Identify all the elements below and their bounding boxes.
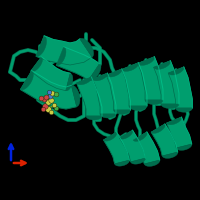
Polygon shape	[129, 106, 147, 110]
Polygon shape	[162, 152, 178, 158]
Polygon shape	[133, 132, 160, 164]
Polygon shape	[31, 57, 70, 91]
Point	[39, 96, 43, 100]
Polygon shape	[151, 124, 178, 156]
Polygon shape	[93, 73, 116, 114]
Point	[49, 98, 53, 102]
Polygon shape	[20, 70, 77, 110]
Polygon shape	[56, 46, 100, 81]
Point	[52, 103, 56, 107]
Polygon shape	[86, 116, 102, 120]
Point	[42, 97, 46, 101]
Point	[47, 91, 50, 94]
Polygon shape	[122, 63, 147, 106]
Polygon shape	[145, 100, 163, 104]
Point	[44, 95, 48, 99]
Polygon shape	[36, 36, 92, 65]
Point	[48, 95, 52, 98]
Polygon shape	[119, 130, 133, 139]
Polygon shape	[88, 64, 101, 81]
Point	[46, 100, 49, 104]
Polygon shape	[138, 57, 155, 65]
Polygon shape	[20, 71, 77, 109]
Polygon shape	[36, 36, 47, 56]
Polygon shape	[119, 130, 145, 162]
Polygon shape	[154, 61, 171, 69]
Polygon shape	[161, 104, 179, 108]
Polygon shape	[167, 117, 182, 125]
Polygon shape	[144, 160, 160, 166]
Polygon shape	[103, 132, 130, 164]
Polygon shape	[122, 63, 139, 71]
Point	[50, 110, 53, 113]
Polygon shape	[151, 124, 178, 156]
Polygon shape	[176, 144, 192, 150]
Polygon shape	[100, 114, 116, 118]
Polygon shape	[115, 160, 129, 166]
Point	[46, 107, 50, 111]
Polygon shape	[106, 69, 131, 110]
Polygon shape	[77, 77, 102, 116]
Polygon shape	[76, 77, 102, 116]
Polygon shape	[133, 132, 160, 164]
Polygon shape	[71, 85, 80, 107]
Polygon shape	[168, 67, 193, 108]
Polygon shape	[133, 132, 147, 141]
Point	[41, 107, 45, 111]
Polygon shape	[151, 124, 165, 133]
Point	[51, 91, 54, 95]
Polygon shape	[92, 73, 116, 114]
Polygon shape	[168, 67, 192, 108]
Point	[43, 104, 47, 107]
Polygon shape	[176, 108, 192, 112]
Polygon shape	[77, 77, 92, 85]
Polygon shape	[31, 57, 42, 72]
Point	[54, 106, 57, 110]
Polygon shape	[103, 132, 129, 164]
Polygon shape	[106, 69, 122, 77]
Polygon shape	[30, 56, 70, 91]
Polygon shape	[119, 130, 146, 162]
Polygon shape	[167, 117, 192, 148]
Polygon shape	[138, 57, 163, 100]
Polygon shape	[56, 47, 100, 80]
Polygon shape	[121, 62, 147, 106]
Polygon shape	[166, 117, 192, 148]
Polygon shape	[131, 158, 145, 164]
Polygon shape	[137, 56, 163, 100]
Point	[54, 93, 57, 96]
Polygon shape	[106, 69, 130, 110]
Polygon shape	[114, 110, 130, 114]
Polygon shape	[168, 67, 184, 75]
Polygon shape	[56, 47, 66, 65]
Polygon shape	[20, 71, 33, 90]
Polygon shape	[93, 73, 108, 81]
Polygon shape	[103, 132, 117, 141]
Polygon shape	[153, 60, 179, 104]
Polygon shape	[36, 35, 92, 66]
Polygon shape	[154, 61, 179, 104]
Polygon shape	[80, 38, 94, 57]
Polygon shape	[66, 73, 73, 91]
